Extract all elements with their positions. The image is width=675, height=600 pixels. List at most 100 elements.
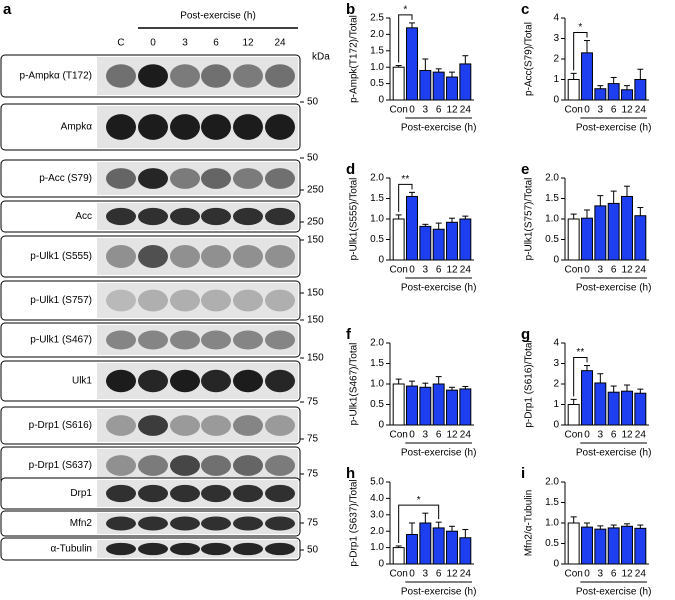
y-axis-label: p-Ulk1(S757)/Total: [524, 178, 535, 261]
lane-label: 3: [182, 38, 188, 49]
x-axis-label: Post-exercise (h): [401, 448, 477, 459]
blot-band: [138, 64, 168, 88]
blot-band: [265, 330, 295, 350]
y-tick-label: 1.0: [370, 379, 384, 390]
blot-band: [106, 455, 136, 476]
blot-band: [138, 330, 168, 350]
blot-band: [265, 245, 295, 268]
y-tick-label: 0: [553, 420, 559, 431]
x-tick-label: 12: [446, 265, 458, 276]
bar: [419, 386, 432, 426]
blot-band: [170, 455, 200, 476]
blot-membrane: [97, 283, 298, 318]
lane-label: 12: [242, 38, 254, 49]
blot-band: [265, 207, 295, 226]
x-tick-label: 3: [598, 105, 604, 116]
blot-band: [265, 114, 295, 140]
x-tick-label: 0: [584, 430, 590, 441]
blot-band: [201, 168, 231, 189]
marker-label: 50: [307, 153, 319, 164]
blot-band: [106, 168, 136, 189]
panel-letter: g: [521, 326, 530, 343]
y-tick-label: 1.5: [370, 45, 384, 56]
bar: [406, 27, 418, 101]
x-tick-label: 24: [635, 265, 647, 276]
unit-label: kDa: [312, 52, 330, 63]
blot-band: [201, 542, 231, 556]
x-tick-label: 24: [635, 430, 647, 441]
blot-band: [138, 245, 168, 268]
bar: [459, 537, 472, 565]
blot-band: [106, 484, 136, 503]
bar: [581, 217, 593, 261]
blot-band: [170, 542, 200, 556]
blot-band: [233, 245, 263, 268]
x-tick-label: 3: [598, 569, 604, 580]
row-label: α-Tubulin: [50, 544, 92, 555]
x-tick-label: 24: [460, 265, 472, 276]
lane-label: 24: [274, 38, 286, 49]
x-tick-label: 24: [460, 430, 472, 441]
y-tick-label: 4: [553, 13, 559, 24]
blot-band: [170, 484, 200, 503]
blot-band: [138, 114, 168, 140]
bar: [581, 52, 593, 101]
bar: [406, 195, 418, 261]
x-axis-label: Post-exercise (h): [401, 587, 477, 598]
blot-band: [233, 484, 263, 503]
y-tick-label: 2.0: [545, 173, 559, 184]
bar: [634, 215, 647, 261]
row-label: Ulk1: [72, 376, 92, 387]
y-tick-label: 0: [553, 255, 559, 266]
y-tick-label: 2.5: [370, 13, 384, 24]
bar: [432, 71, 445, 101]
y-tick-label: 1.5: [370, 358, 384, 369]
x-axis-label: Post-exercise (h): [401, 283, 477, 294]
blot-band: [233, 64, 263, 88]
bar: [446, 221, 458, 261]
y-axis-label: Mfn2/α-Tubulin: [524, 490, 535, 557]
panel-letter: b: [346, 1, 355, 18]
x-tick-label: 3: [423, 569, 429, 580]
x-tick-label: 3: [598, 430, 604, 441]
panel-letter: d: [346, 161, 355, 178]
x-tick-label: Con: [389, 430, 407, 441]
x-tick-label: 12: [621, 265, 633, 276]
y-tick-label: 2.0: [545, 477, 559, 488]
blot-band: [201, 415, 231, 436]
blot-band: [170, 168, 200, 189]
blot-band: [106, 516, 136, 531]
bar: [607, 202, 620, 261]
bar: [459, 218, 472, 261]
x-tick-label: 0: [409, 105, 415, 116]
y-tick-label: 1: [553, 399, 559, 410]
blot-band: [233, 455, 263, 476]
y-tick-label: 4: [553, 338, 559, 349]
blot-band: [201, 64, 231, 88]
x-tick-label: 12: [446, 430, 458, 441]
y-tick-label: 1.0: [370, 542, 384, 553]
y-tick-label: 0.5: [370, 78, 384, 89]
x-tick-label: 0: [584, 105, 590, 116]
x-tick-label: 3: [423, 105, 429, 116]
blot-band: [170, 330, 200, 350]
y-tick-label: 3.0: [370, 509, 384, 520]
row-label: p-Drp1 (S616): [29, 420, 92, 431]
blot-band: [265, 516, 295, 531]
bar: [607, 83, 620, 101]
blot-band: [106, 207, 136, 226]
y-tick-label: 1.0: [545, 518, 559, 529]
x-tick-label: 0: [409, 265, 415, 276]
y-tick-label: 1.0: [545, 214, 559, 225]
x-axis-label: Post-exercise (h): [576, 283, 652, 294]
blot-band: [233, 415, 263, 436]
bar: [634, 79, 647, 101]
y-tick-label: 0: [553, 559, 559, 570]
blot-band: [138, 168, 168, 189]
marker-label: 250: [307, 217, 324, 228]
row-label: p-Acc (S79): [39, 173, 92, 184]
blot-band: [106, 542, 136, 556]
blot-membrane: [97, 238, 298, 275]
marker-label: 75: [307, 469, 319, 480]
significance-bracket: [398, 14, 413, 63]
